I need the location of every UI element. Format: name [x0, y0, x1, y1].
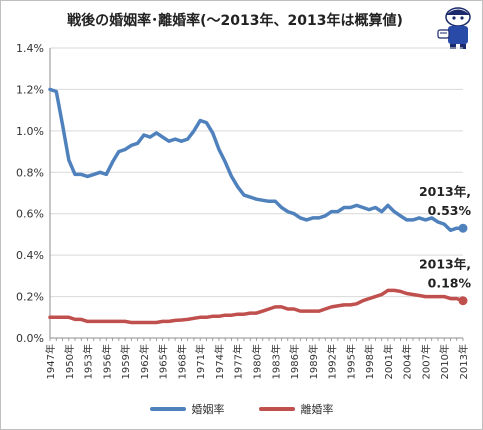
series-lines — [48, 87, 468, 325]
y-tick-label: 1.4% — [16, 42, 44, 55]
annotation-label: 2013年, — [419, 184, 471, 199]
x-tick-label: 1992年 — [326, 344, 339, 379]
x-tick-label: 1968年 — [175, 344, 188, 379]
mascot-icon — [437, 7, 471, 49]
x-tick-label: 1974年 — [213, 344, 226, 379]
x-tick-label: 2010年 — [438, 344, 451, 379]
x-tick-label: 2004年 — [401, 344, 414, 379]
x-tick-label: 1959年 — [119, 344, 132, 379]
axes — [49, 48, 464, 341]
series-line-0 — [48, 87, 465, 233]
legend-label: 婚姻率 — [191, 403, 225, 416]
x-tick-label: 1986年 — [288, 344, 301, 379]
chart-title: 戦後の婚姻率･離婚率(～2013年、2013年は概算値) — [67, 13, 403, 29]
legend-label: 離婚率 — [300, 403, 334, 416]
series-end-point-0 — [458, 223, 468, 233]
annotations: 2013年, 0.53% 2013年, 0.18% — [419, 184, 472, 291]
x-tick-label: 1965年 — [157, 344, 170, 379]
x-tick-label: 1995年 — [344, 344, 357, 379]
annotation-label: 0.18% — [428, 276, 472, 291]
x-tick-label: 2007年 — [419, 344, 432, 379]
x-axis-ticks: 1947年 1950年 1953年 1956年 1959年 1962年 1965年 1968年… — [44, 344, 470, 379]
x-tick-label: 1977年 — [232, 344, 245, 379]
series-end-point-1 — [458, 296, 468, 306]
legend-entry-1: 離婚率 — [258, 401, 334, 417]
x-tick-label: 1971年 — [194, 344, 207, 379]
gridlines — [50, 47, 463, 339]
x-tick-label: 2013年 — [457, 344, 470, 379]
y-tick-label: 1.2% — [16, 83, 44, 96]
x-tick-label: 1998年 — [363, 344, 376, 379]
y-tick-label: 0.6% — [16, 208, 44, 221]
legend-entry-0: 婚姻率 — [149, 401, 225, 417]
legend: 婚姻率 離婚率 — [0, 401, 483, 417]
x-tick-label: 1950年 — [63, 344, 76, 379]
x-tick-label: 1947年 — [44, 344, 57, 379]
y-tick-label: 0.0% — [16, 332, 44, 345]
x-tick-label: 1983年 — [269, 344, 282, 379]
x-tick-label: 1953年 — [82, 344, 95, 379]
y-tick-label: 0.4% — [16, 249, 44, 262]
y-axis-ticks: 0.0% 0.2% 0.4% 0.6% 0.8% 1.0% 1.2% 1.4% — [16, 42, 44, 345]
annotation-label: 0.53% — [428, 203, 472, 218]
legend-swatch — [258, 407, 295, 411]
y-tick-label: 0.8% — [16, 166, 44, 179]
series-line-1 — [48, 288, 465, 325]
x-tick-label: 1989年 — [307, 344, 320, 379]
legend-swatch — [149, 407, 186, 411]
y-tick-label: 0.2% — [16, 291, 44, 304]
x-tick-label: 1956年 — [100, 344, 113, 379]
annotation-label: 2013年, — [419, 257, 471, 272]
x-tick-label: 1980年 — [251, 344, 264, 379]
x-tick-label: 2001年 — [382, 344, 395, 379]
x-tick-label: 1962年 — [138, 344, 151, 379]
y-tick-label: 1.0% — [16, 125, 44, 138]
